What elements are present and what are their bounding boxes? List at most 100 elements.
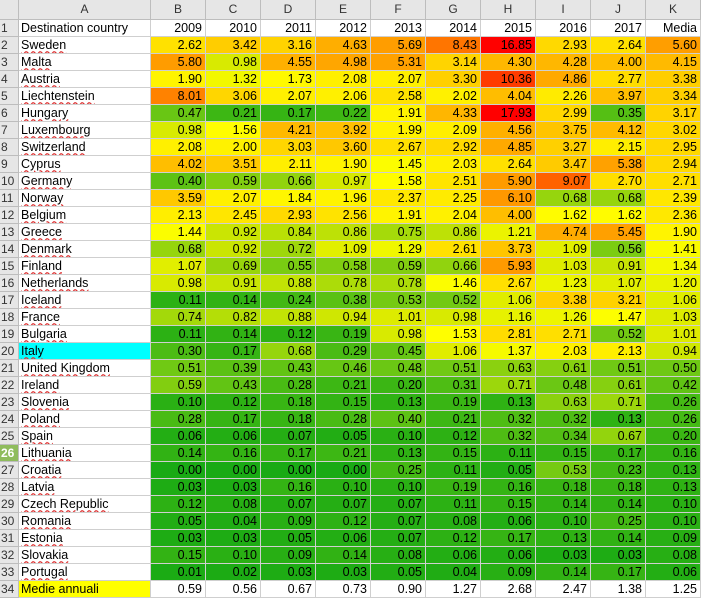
country-cell[interactable]: Slovenia xyxy=(19,394,151,411)
value-cell[interactable]: 0.13 xyxy=(591,411,646,428)
value-cell[interactable]: 0.78 xyxy=(316,275,371,292)
value-cell[interactable]: 1.01 xyxy=(646,326,701,343)
value-cell[interactable]: 0.16 xyxy=(481,479,536,496)
value-cell[interactable]: 0.25 xyxy=(591,513,646,530)
value-cell[interactable]: 0.42 xyxy=(646,377,701,394)
value-cell[interactable]: 3.75 xyxy=(536,122,591,139)
value-cell[interactable]: 2.07 xyxy=(206,190,261,207)
row-header-9[interactable]: 9 xyxy=(0,156,19,173)
value-cell[interactable]: 0.13 xyxy=(646,462,701,479)
value-cell[interactable]: 1.73 xyxy=(261,71,316,88)
row-header-4[interactable]: 4 xyxy=(0,71,19,88)
value-cell[interactable]: 1.99 xyxy=(371,122,426,139)
row-header-6[interactable]: 6 xyxy=(0,105,19,122)
value-cell[interactable]: 0.20 xyxy=(646,428,701,445)
value-cell[interactable]: 3.38 xyxy=(646,71,701,88)
value-cell[interactable]: 0.14 xyxy=(536,564,591,581)
footer-value-cell[interactable]: 0.73 xyxy=(316,581,371,598)
value-cell[interactable]: 4.00 xyxy=(591,54,646,71)
country-cell[interactable]: Iceland xyxy=(19,292,151,309)
header-cell[interactable]: 2016 xyxy=(536,20,591,37)
value-cell[interactable]: 5.69 xyxy=(371,37,426,54)
value-cell[interactable]: 4.55 xyxy=(261,54,316,71)
row-header-24[interactable]: 24 xyxy=(0,411,19,428)
value-cell[interactable]: 0.18 xyxy=(261,394,316,411)
column-header-a[interactable]: A xyxy=(19,0,151,20)
value-cell[interactable]: 0.07 xyxy=(371,513,426,530)
value-cell[interactable]: 10.36 xyxy=(481,71,536,88)
value-cell[interactable]: 0.84 xyxy=(261,224,316,241)
value-cell[interactable]: 0.75 xyxy=(371,224,426,241)
value-cell[interactable]: 0.45 xyxy=(371,343,426,360)
value-cell[interactable]: 0.10 xyxy=(206,547,261,564)
value-cell[interactable]: 0.14 xyxy=(206,292,261,309)
column-header-k[interactable]: K xyxy=(646,0,701,20)
value-cell[interactable]: 0.22 xyxy=(316,105,371,122)
value-cell[interactable]: 0.14 xyxy=(316,547,371,564)
value-cell[interactable]: 4.85 xyxy=(481,139,536,156)
value-cell[interactable]: 0.11 xyxy=(481,445,536,462)
country-cell[interactable]: Cyprus xyxy=(19,156,151,173)
value-cell[interactable]: 0.04 xyxy=(206,513,261,530)
value-cell[interactable]: 0.16 xyxy=(646,445,701,462)
value-cell[interactable]: 0.13 xyxy=(371,394,426,411)
value-cell[interactable]: 0.94 xyxy=(316,309,371,326)
value-cell[interactable]: 0.03 xyxy=(316,564,371,581)
value-cell[interactable]: 0.68 xyxy=(591,190,646,207)
value-cell[interactable]: 0.11 xyxy=(426,496,481,513)
value-cell[interactable]: 0.34 xyxy=(536,428,591,445)
value-cell[interactable]: 1.44 xyxy=(151,224,206,241)
value-cell[interactable]: 0.18 xyxy=(536,479,591,496)
country-cell[interactable]: Latvia xyxy=(19,479,151,496)
header-cell[interactable]: 2012 xyxy=(316,20,371,37)
value-cell[interactable]: 0.07 xyxy=(316,496,371,513)
value-cell[interactable]: 0.59 xyxy=(371,258,426,275)
value-cell[interactable]: 1.29 xyxy=(371,241,426,258)
row-header-20[interactable]: 20 xyxy=(0,343,19,360)
row-header-12[interactable]: 12 xyxy=(0,207,19,224)
value-cell[interactable]: 3.38 xyxy=(536,292,591,309)
value-cell[interactable]: 2.62 xyxy=(151,37,206,54)
value-cell[interactable]: 0.29 xyxy=(316,343,371,360)
value-cell[interactable]: 0.21 xyxy=(426,411,481,428)
value-cell[interactable]: 0.00 xyxy=(151,462,206,479)
value-cell[interactable]: 0.94 xyxy=(646,343,701,360)
value-cell[interactable]: 0.07 xyxy=(261,428,316,445)
value-cell[interactable]: 0.53 xyxy=(536,462,591,479)
footer-value-cell[interactable]: 0.67 xyxy=(261,581,316,598)
value-cell[interactable]: 9.07 xyxy=(536,173,591,190)
value-cell[interactable]: 0.11 xyxy=(151,292,206,309)
value-cell[interactable]: 0.14 xyxy=(536,496,591,513)
value-cell[interactable]: 0.23 xyxy=(591,462,646,479)
value-cell[interactable]: 2.93 xyxy=(536,37,591,54)
value-cell[interactable]: 0.97 xyxy=(316,173,371,190)
value-cell[interactable]: 2.94 xyxy=(646,156,701,173)
value-cell[interactable]: 0.67 xyxy=(591,428,646,445)
value-cell[interactable]: 0.19 xyxy=(316,326,371,343)
country-cell[interactable]: Norway xyxy=(19,190,151,207)
country-cell[interactable]: Austria xyxy=(19,71,151,88)
value-cell[interactable]: 1.09 xyxy=(316,241,371,258)
row-header-34[interactable]: 34 xyxy=(0,581,19,598)
value-cell[interactable]: 0.08 xyxy=(371,547,426,564)
country-cell[interactable]: Czech Republic xyxy=(19,496,151,513)
value-cell[interactable]: 2.61 xyxy=(426,241,481,258)
value-cell[interactable]: 4.30 xyxy=(481,54,536,71)
country-cell[interactable]: Ireland xyxy=(19,377,151,394)
footer-value-cell[interactable]: 0.56 xyxy=(206,581,261,598)
value-cell[interactable]: 0.03 xyxy=(151,479,206,496)
row-header-10[interactable]: 10 xyxy=(0,173,19,190)
value-cell[interactable]: 0.46 xyxy=(316,360,371,377)
value-cell[interactable]: 0.14 xyxy=(591,496,646,513)
header-cell[interactable]: 2013 xyxy=(371,20,426,37)
value-cell[interactable]: 0.14 xyxy=(151,445,206,462)
value-cell[interactable]: 2.67 xyxy=(371,139,426,156)
value-cell[interactable]: 2.93 xyxy=(261,207,316,224)
value-cell[interactable]: 0.63 xyxy=(536,394,591,411)
value-cell[interactable]: 2.15 xyxy=(591,139,646,156)
row-header-30[interactable]: 30 xyxy=(0,513,19,530)
value-cell[interactable]: 5.38 xyxy=(591,156,646,173)
value-cell[interactable]: 4.63 xyxy=(316,37,371,54)
value-cell[interactable]: 1.20 xyxy=(646,275,701,292)
